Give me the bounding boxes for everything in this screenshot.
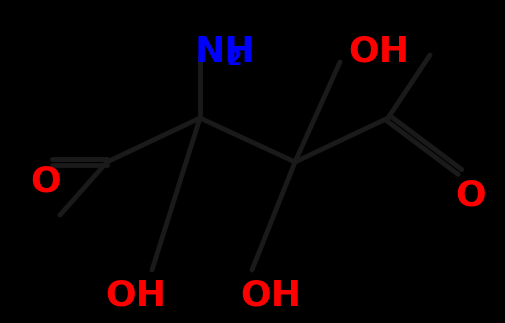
Text: NH: NH	[195, 35, 256, 69]
Text: OH: OH	[105, 278, 166, 312]
Text: O: O	[455, 178, 486, 212]
Text: OH: OH	[240, 278, 301, 312]
Text: O: O	[30, 165, 61, 199]
Text: OH: OH	[348, 35, 409, 69]
Text: 2: 2	[227, 49, 242, 69]
